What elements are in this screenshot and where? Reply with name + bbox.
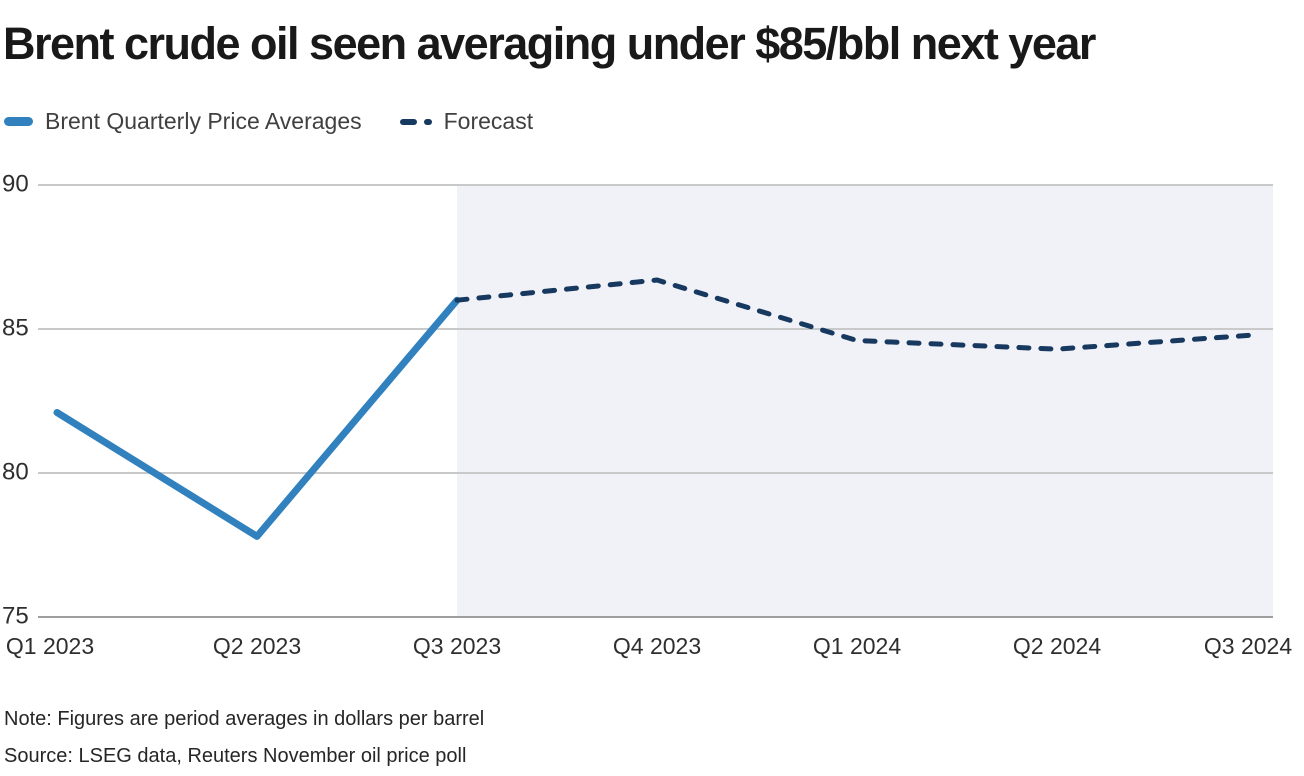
dashed-line-swatch-icon (399, 118, 432, 125)
y-tick-label-90: 90 (2, 171, 29, 198)
chart-plot-area: 75 80 85 90 Q1 2023 Q2 2023 Q3 2023 Q4 2023 Q1 2… (0, 170, 1304, 676)
y-tick-label-75: 75 (2, 603, 29, 630)
forecast-line (454, 277, 1260, 352)
line-chart: 75 80 85 90 Q1 2023 Q2 2023 Q3 2023 Q4 2023 Q1 2… (2, 171, 1292, 660)
chart-title: Brent crude oil seen averaging under $85… (3, 18, 1096, 69)
x-tick-label-q2-2024: Q2 2024 (1013, 633, 1101, 659)
legend-label-actual: Brent Quarterly Price Averages (45, 108, 362, 134)
y-tick-label-85: 85 (2, 315, 29, 342)
x-tick-label-q4-2023: Q4 2023 (613, 633, 701, 659)
x-tick-label-q1-2023: Q1 2023 (6, 633, 94, 659)
solid-line-swatch-icon (4, 117, 33, 126)
x-tick-label-q1-2024: Q1 2024 (813, 633, 901, 659)
chart-footnotes: Note: Figures are period averages in dol… (4, 701, 484, 775)
chart-legend: Brent Quarterly Price Averages Forecast (4, 108, 533, 135)
actual-price-line (53, 296, 461, 540)
x-tick-label-q3-2024: Q3 2024 (1204, 633, 1292, 659)
note-line: Note: Figures are period averages in dol… (4, 708, 485, 730)
legend-item-forecast: Forecast (399, 108, 534, 135)
x-tick-label-q2-2023: Q2 2023 (213, 633, 301, 659)
x-tick-label-q3-2023: Q3 2023 (413, 633, 501, 659)
legend-label-forecast: Forecast (443, 108, 534, 134)
source-line: Source: LSEG data, Reuters November oil … (4, 745, 467, 767)
forecast-shaded-region (457, 185, 1273, 617)
legend-item-actual: Brent Quarterly Price Averages (4, 108, 362, 135)
y-tick-label-80: 80 (2, 459, 29, 486)
